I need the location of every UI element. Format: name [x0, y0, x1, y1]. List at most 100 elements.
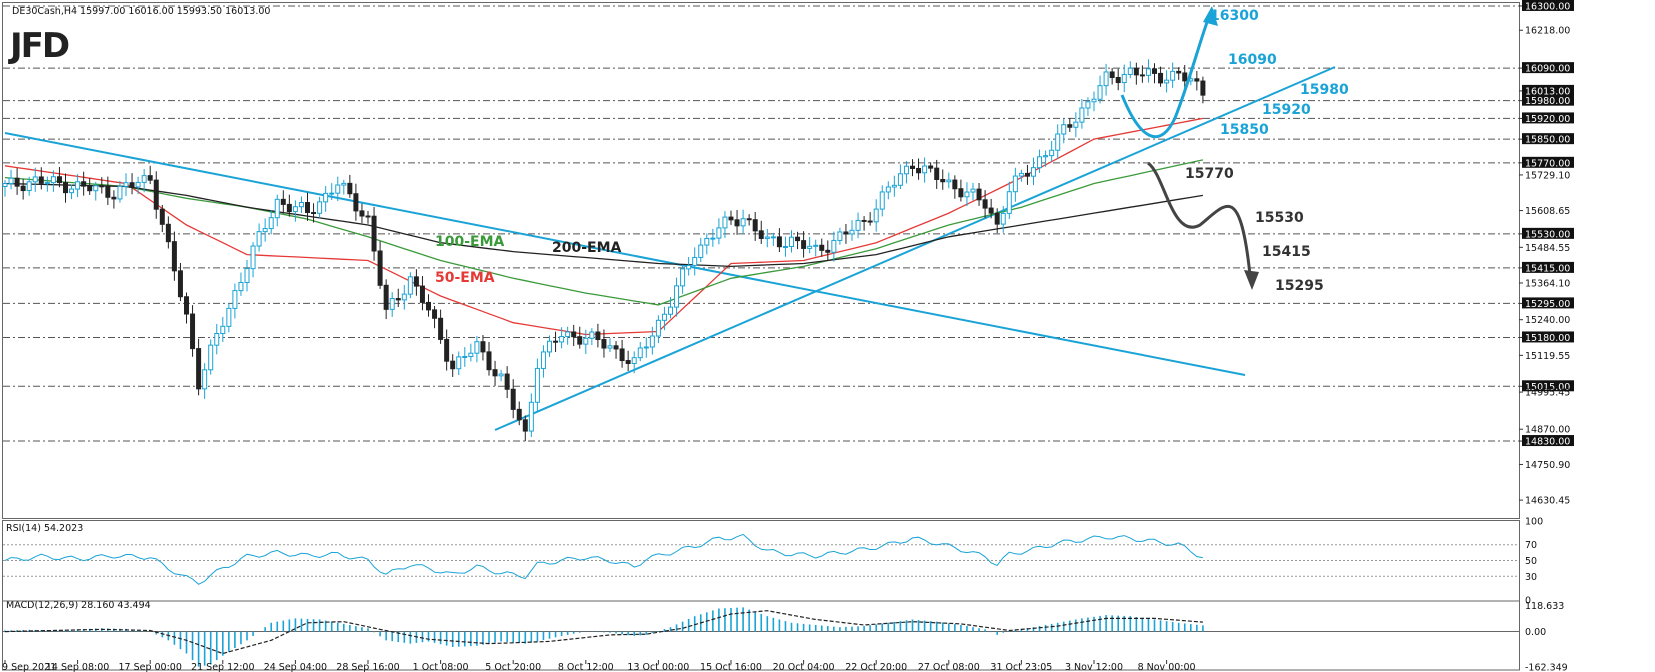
price-tick-label: 15770.00	[1525, 158, 1570, 169]
price-tag	[1522, 94, 1574, 106]
candle-body	[510, 388, 516, 410]
candle-body	[625, 360, 631, 365]
price-tag	[1522, 84, 1574, 96]
candle-body	[38, 176, 44, 184]
rsi-tick-label: 50	[1525, 556, 1537, 567]
price-tag	[1522, 261, 1574, 273]
price-tick-label: 15484.55	[1525, 243, 1570, 254]
price-axis: 16300.00 16218.00 16090.00 16013.0015980.00…	[1519, 0, 1574, 507]
candle-body	[758, 230, 764, 239]
candle-body	[1158, 72, 1164, 84]
macd-signal-line	[4, 610, 1203, 655]
candle-body	[903, 165, 909, 175]
candle-body	[770, 236, 776, 239]
price-tick-label: 14830.00	[1525, 437, 1570, 448]
time-tick-label: 22 Oct 20:00	[845, 662, 907, 672]
candle-body	[795, 236, 801, 242]
candle-body	[32, 176, 38, 183]
price-tick-label: 15364.10	[1525, 278, 1570, 289]
candle-body	[516, 408, 522, 421]
candle-body	[26, 181, 32, 192]
price-tick-label: 15608.65	[1525, 206, 1570, 217]
candle-body	[988, 207, 994, 214]
candle-body	[359, 210, 365, 217]
candle-body	[1164, 79, 1170, 84]
candle-body	[220, 325, 226, 334]
candle-body	[540, 351, 546, 369]
candle-body	[601, 339, 607, 349]
time-tick-label: 28 Sep 16:00	[336, 662, 399, 672]
candle-body	[50, 176, 56, 184]
candle-body	[1006, 191, 1012, 214]
price-tick-label: 14995.45	[1525, 388, 1570, 399]
candle-body	[589, 331, 595, 339]
candle-body	[286, 203, 292, 213]
bullish-scenario-arrow	[1120, 13, 1212, 139]
candle-body	[637, 347, 643, 359]
rsi-line	[4, 533, 1204, 585]
price-tick-label: 15415.00	[1525, 263, 1570, 274]
price-tick-label: 15980.00	[1525, 96, 1570, 107]
candle-body	[117, 185, 123, 200]
candle-body	[99, 185, 105, 188]
candle-body	[1018, 172, 1024, 177]
candle-body	[668, 306, 673, 315]
descending-trendline	[4, 132, 1246, 376]
candle-body	[831, 239, 837, 253]
candle-body	[1055, 133, 1061, 151]
candle-body	[456, 356, 462, 370]
candle-body	[1145, 68, 1151, 76]
candle-body	[383, 284, 389, 310]
candle-body	[1200, 80, 1206, 96]
candle-body	[141, 175, 147, 183]
candle-body	[1127, 67, 1133, 75]
time-tick-label: 20 Oct 04:00	[773, 662, 835, 672]
candle-body	[329, 192, 335, 195]
price-tag	[1522, 133, 1574, 145]
ascending-trendline	[494, 66, 1336, 431]
candle-body	[534, 367, 540, 403]
candle-body	[365, 215, 371, 218]
candle-body	[1097, 85, 1103, 100]
price-tag	[1522, 112, 1574, 124]
candle-body	[825, 249, 831, 253]
rsi-indicator: 100 70 50 30 0	[3, 517, 1543, 607]
label-15530: 15530	[1255, 210, 1304, 226]
macd-tick-label: 0.00	[1525, 627, 1546, 638]
candle-body	[916, 167, 922, 174]
label-16300: 16300	[1210, 8, 1259, 24]
price-tick-label: 15729.10	[1525, 170, 1570, 181]
bullish-arrow-head	[1203, 6, 1218, 26]
candle-body	[504, 373, 510, 390]
ema-line-100-ema	[4, 159, 1204, 306]
candle-body	[789, 236, 794, 248]
candle-body	[861, 219, 867, 222]
candle-body	[740, 218, 746, 227]
price-tag	[1522, 331, 1574, 343]
candle-body	[298, 202, 304, 208]
candle-body	[867, 220, 873, 223]
time-tick-label: 8 Oct 12:00	[558, 662, 614, 672]
candle-body	[722, 216, 728, 229]
candle-body	[1012, 175, 1018, 193]
price-tick-label: 15240.00	[1525, 315, 1570, 326]
macd-indicator: 118.633 0.00 -162.349	[2, 600, 1568, 672]
time-tick-label: 31 Oct 23:05	[990, 662, 1052, 672]
candle-body	[583, 337, 589, 345]
candle-body	[389, 298, 395, 310]
candle-body	[1037, 156, 1043, 169]
label-15850: 15850	[1220, 122, 1269, 138]
candle-body	[934, 167, 940, 180]
price-tick-label: 14750.90	[1525, 460, 1570, 471]
candle-body	[1043, 155, 1049, 158]
candle-body	[353, 193, 359, 212]
candle-body	[1061, 124, 1067, 135]
candle-body	[292, 206, 298, 213]
bearish-arrow-head	[1244, 270, 1259, 290]
candle-body	[801, 240, 807, 249]
time-tick-label: 8 Nov 00:00	[1138, 662, 1196, 672]
candle-body	[8, 177, 14, 185]
price-tag	[1522, 0, 1574, 11]
